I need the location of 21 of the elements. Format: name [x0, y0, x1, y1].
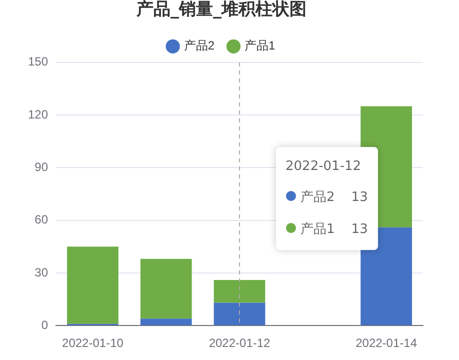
y-tick-label: 30	[34, 265, 48, 280]
annotation: 产品1 13	[300, 222, 368, 237]
y-tick-label: 0	[41, 318, 48, 332]
annotation: 产品2 13	[300, 190, 368, 205]
bar	[67, 246, 118, 324]
y-tick-label: 60	[34, 212, 48, 227]
bar	[140, 258, 192, 319]
bar	[140, 318, 192, 326]
tooltip: 2022-01-12 产品2 13 产品1 13	[276, 146, 378, 250]
x-tick-label: 2022-01-10	[62, 336, 124, 350]
x-tick-label: 2022-01-12	[208, 336, 271, 350]
annotation: 2022-01-12	[286, 158, 362, 174]
legend-label: 产品1	[244, 38, 276, 53]
bar	[214, 302, 266, 326]
chart-title: 产品_销量_堆积柱状图	[136, 0, 306, 20]
bar	[214, 280, 266, 303]
legend-label: 产品2	[184, 38, 215, 53]
y-tick-label: 150	[28, 54, 48, 69]
x-tick-label: 2022-01-14	[356, 336, 418, 350]
y-tick-label: 120	[28, 107, 48, 122]
y-tick-label: 90	[34, 160, 48, 174]
